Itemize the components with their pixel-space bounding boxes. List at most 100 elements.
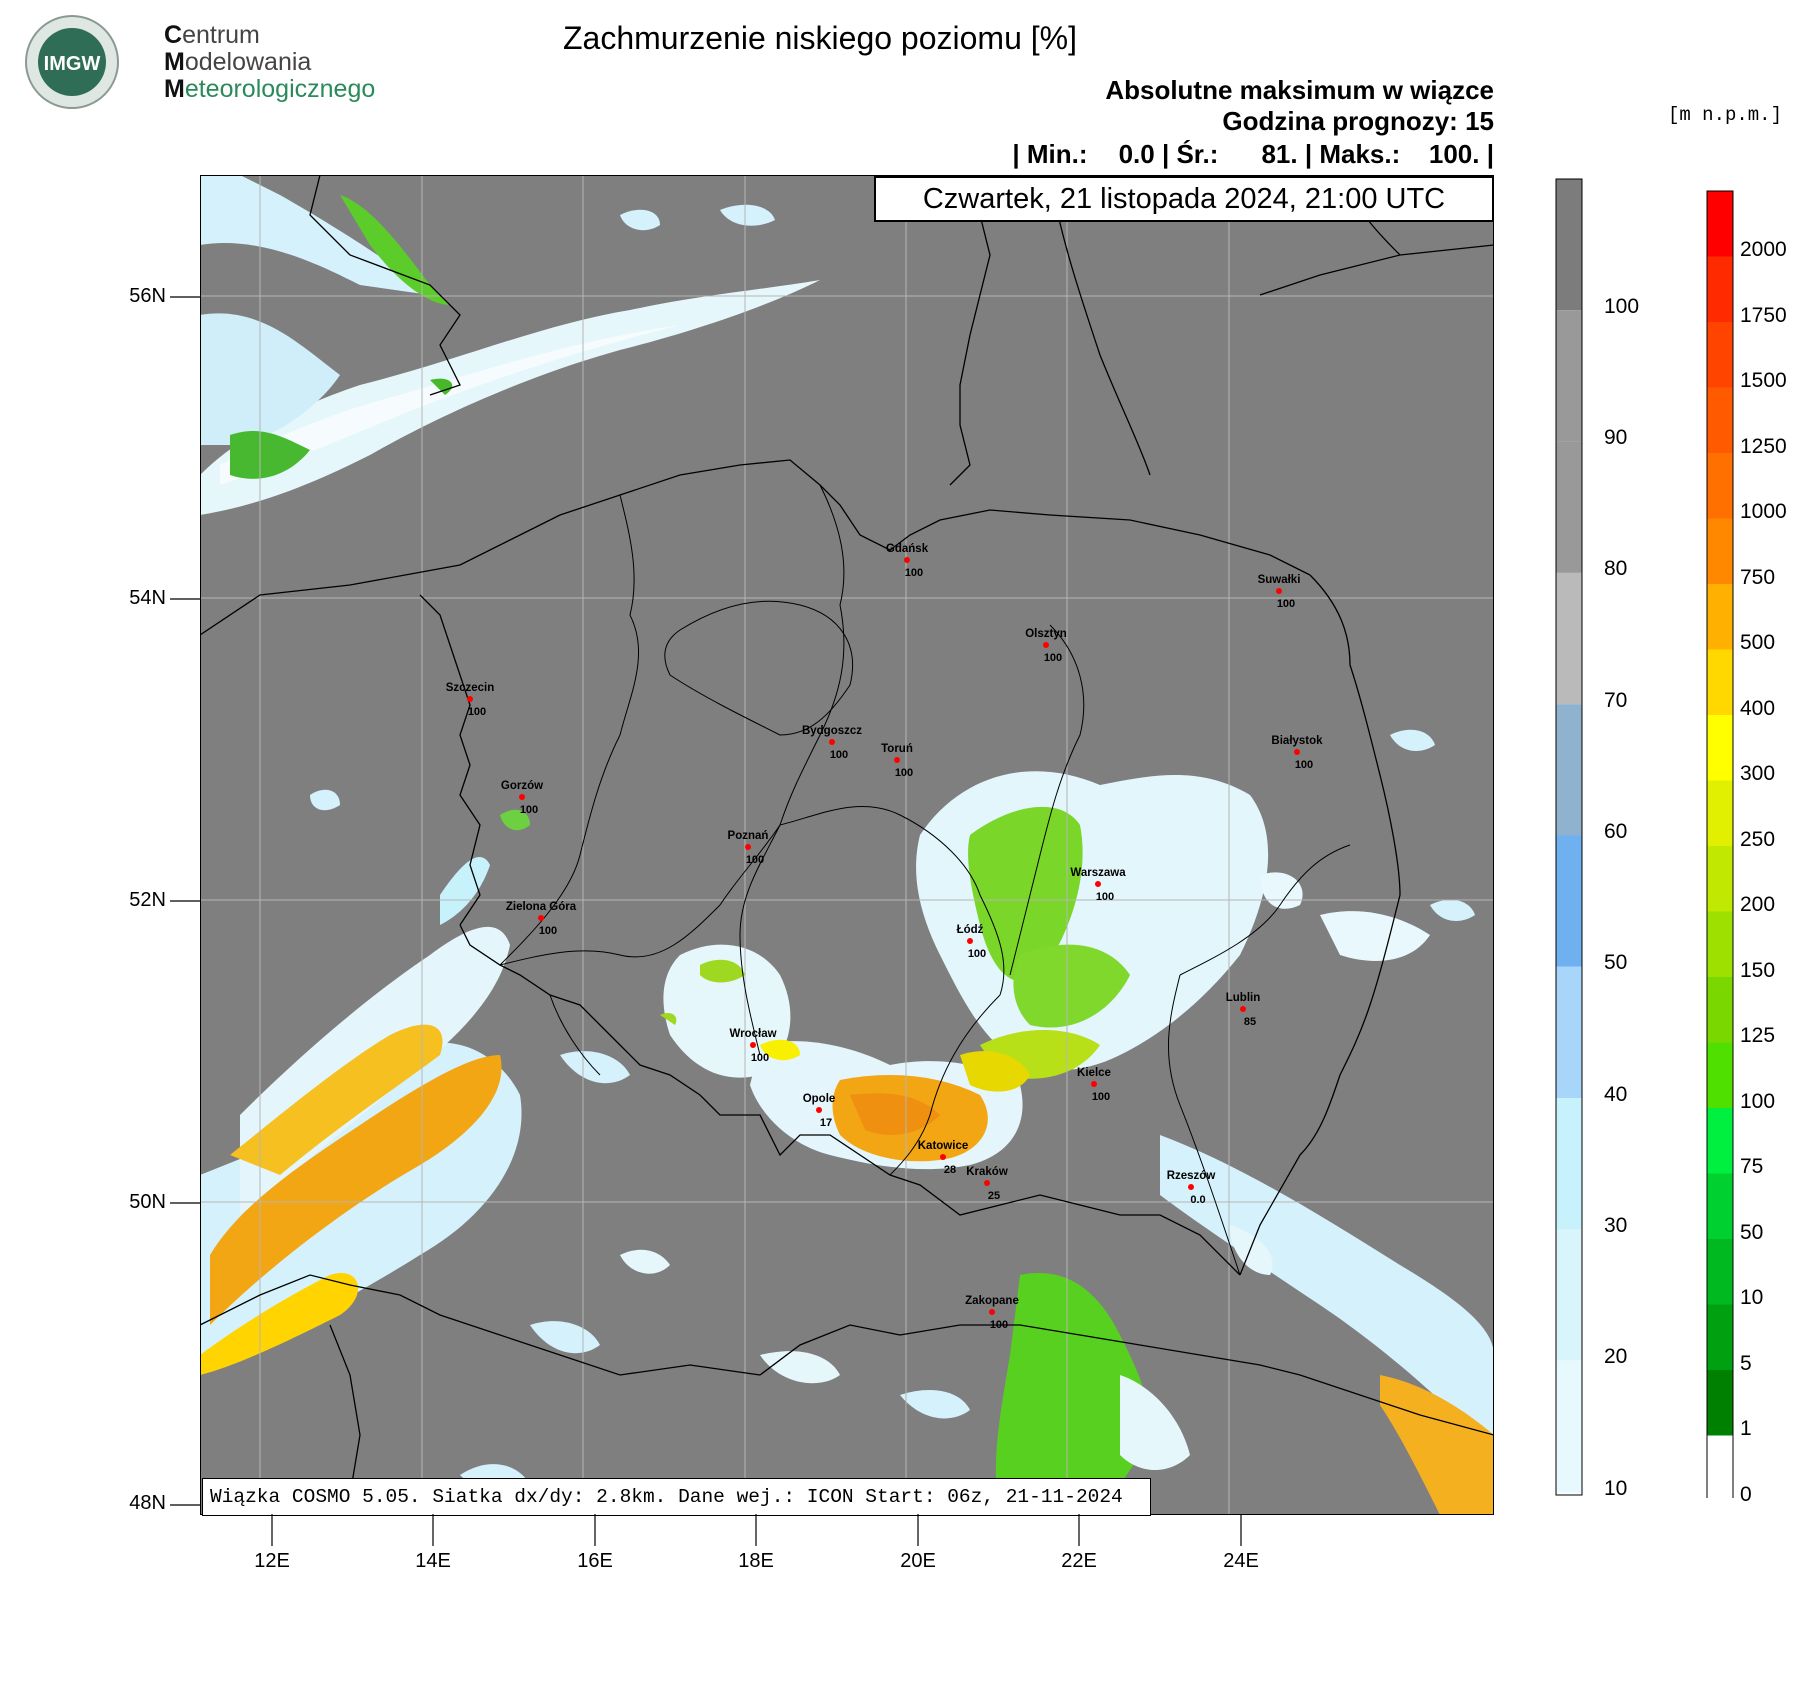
cloud-scale-frame bbox=[1555, 178, 1583, 1496]
city-name: Białystok bbox=[1271, 735, 1323, 747]
cloud-scale-label: 100 bbox=[1604, 295, 1640, 318]
city-name: Suwałki bbox=[1258, 574, 1301, 586]
southwest-cloud-zone bbox=[200, 856, 522, 1375]
city-value: 100 bbox=[990, 1319, 1008, 1331]
city-name: Kielce bbox=[1077, 1067, 1111, 1079]
city-name: Łódź bbox=[957, 924, 984, 936]
forecast-date-box: Czwartek, 21 listopada 2024, 21:00 UTC bbox=[874, 176, 1494, 222]
city-marker: Warszawa 100 bbox=[1070, 867, 1126, 903]
city-value: 100 bbox=[539, 925, 557, 937]
cloud-scale-segment bbox=[1556, 179, 1582, 311]
cloud-scale-segment bbox=[1556, 966, 1582, 1099]
city-marker: Gorzów 100 bbox=[501, 780, 543, 816]
height-scale-label: 10 bbox=[1740, 1286, 1764, 1309]
city-marker: Zakopane 100 bbox=[965, 1295, 1019, 1331]
city-name: Poznań bbox=[728, 830, 769, 842]
height-scale-label: 125 bbox=[1740, 1024, 1776, 1047]
height-scale-label: 5 bbox=[1740, 1352, 1752, 1375]
height-scale-segment bbox=[1707, 715, 1733, 781]
city-name: Opole bbox=[803, 1093, 836, 1105]
logo-line-3: Meteorologicznego bbox=[164, 75, 376, 103]
height-scale-segment bbox=[1707, 1173, 1733, 1239]
city-name: Katowice bbox=[918, 1140, 969, 1152]
city-value: 100 bbox=[1092, 1091, 1110, 1103]
cloud-scale-segment bbox=[1556, 1098, 1582, 1230]
city-marker: Kielce 100 bbox=[1077, 1067, 1111, 1103]
cloud-scale-segment bbox=[1556, 1229, 1582, 1361]
stat-max-label: | Maks.: bbox=[1304, 139, 1401, 169]
lon-label-22e: 22E bbox=[1061, 1550, 1097, 1572]
city-dot bbox=[940, 1154, 946, 1160]
height-scale-segment bbox=[1707, 453, 1733, 519]
city-dot bbox=[1095, 881, 1101, 887]
east-cloud-zone bbox=[916, 771, 1430, 1079]
city-marker: Bydgoszcz 100 bbox=[802, 725, 862, 761]
imgw-logo: IMGW Centrum Modelowania Meteorologiczne… bbox=[12, 12, 382, 112]
city-value: 28 bbox=[944, 1164, 956, 1176]
stat-max-value: 100. bbox=[1428, 139, 1480, 169]
lat-label-56n: 56N bbox=[129, 285, 166, 307]
height-scale-segment bbox=[1707, 846, 1733, 912]
city-name: Toruń bbox=[881, 743, 913, 755]
city-value: 100 bbox=[751, 1052, 769, 1064]
city-name: Gdańsk bbox=[886, 543, 929, 555]
city-marker: Rzeszów 0.0 bbox=[1167, 1170, 1216, 1206]
logo-line-2: Modelowania bbox=[164, 48, 312, 76]
height-scale-label: 1 bbox=[1740, 1417, 1752, 1440]
city-dot bbox=[1294, 749, 1300, 755]
cloud-scale-segment bbox=[1556, 441, 1582, 573]
city-dot bbox=[745, 844, 751, 850]
height-scale-segment bbox=[1707, 256, 1733, 322]
cloud-scale-segment bbox=[1556, 835, 1582, 967]
baltic-clear-band bbox=[200, 175, 820, 515]
city-value: 100 bbox=[968, 948, 986, 960]
city-name: Kraków bbox=[966, 1166, 1008, 1178]
height-scale-label: 50 bbox=[1740, 1221, 1764, 1244]
height-scale-label: 500 bbox=[1740, 631, 1776, 654]
city-marker: Białystok 100 bbox=[1271, 735, 1323, 771]
lat-ticks bbox=[170, 296, 200, 1506]
height-scale-segment bbox=[1707, 387, 1733, 453]
forecast-hour: Godzina prognozy: 15 bbox=[1222, 106, 1494, 136]
city-marker: Katowice 28 bbox=[918, 1140, 969, 1176]
stat-min-value: 0.0 bbox=[1118, 139, 1155, 169]
stat-avg-value: 81. bbox=[1261, 139, 1298, 169]
cloud-scale-segment bbox=[1556, 704, 1582, 836]
city-value: 17 bbox=[820, 1117, 832, 1129]
country-borders bbox=[200, 175, 1494, 1515]
city-name: Rzeszów bbox=[1167, 1170, 1216, 1182]
city-dot bbox=[519, 794, 525, 800]
height-scale-label: 75 bbox=[1740, 1155, 1764, 1178]
graticule bbox=[200, 175, 1494, 1515]
height-scale-segment bbox=[1707, 1435, 1733, 1498]
city-dot bbox=[894, 757, 900, 763]
height-scale-label: 200 bbox=[1740, 893, 1776, 916]
height-scale-label: 1750 bbox=[1740, 304, 1787, 327]
height-scale-segment bbox=[1707, 649, 1733, 715]
lon-label-24e: 24E bbox=[1223, 1550, 1259, 1572]
lon-label-16e: 16E bbox=[577, 1550, 613, 1572]
city-name: Bydgoszcz bbox=[802, 725, 862, 737]
logo-line-1: Centrum bbox=[164, 21, 260, 49]
height-scale-segment bbox=[1707, 911, 1733, 977]
height-scale-label: 1500 bbox=[1740, 369, 1787, 392]
height-scale-label: 1000 bbox=[1740, 500, 1787, 523]
city-marker: Zielona Góra 100 bbox=[506, 901, 577, 937]
city-dot bbox=[816, 1107, 822, 1113]
cloud-scale-segment bbox=[1556, 1360, 1582, 1492]
height-scale-segment bbox=[1707, 1108, 1733, 1174]
height-scale-segment bbox=[1707, 322, 1733, 388]
city-value: 25 bbox=[988, 1190, 1000, 1202]
city-name: Zakopane bbox=[965, 1295, 1019, 1307]
height-scale-label: 2000 bbox=[1740, 238, 1787, 261]
south-orange-zone bbox=[750, 1039, 1030, 1170]
height-scale-label: 1250 bbox=[1740, 435, 1787, 458]
height-scale-frame bbox=[1706, 190, 1734, 1498]
city-dot bbox=[467, 696, 473, 702]
stat-end: | bbox=[1486, 139, 1494, 169]
city-marker: Suwałki 100 bbox=[1258, 574, 1301, 610]
city-value: 100 bbox=[520, 804, 538, 816]
city-marker: Wrocław 100 bbox=[729, 1028, 776, 1064]
cloud-scale-label: 30 bbox=[1604, 1214, 1628, 1237]
height-scale-segment bbox=[1707, 1304, 1733, 1370]
